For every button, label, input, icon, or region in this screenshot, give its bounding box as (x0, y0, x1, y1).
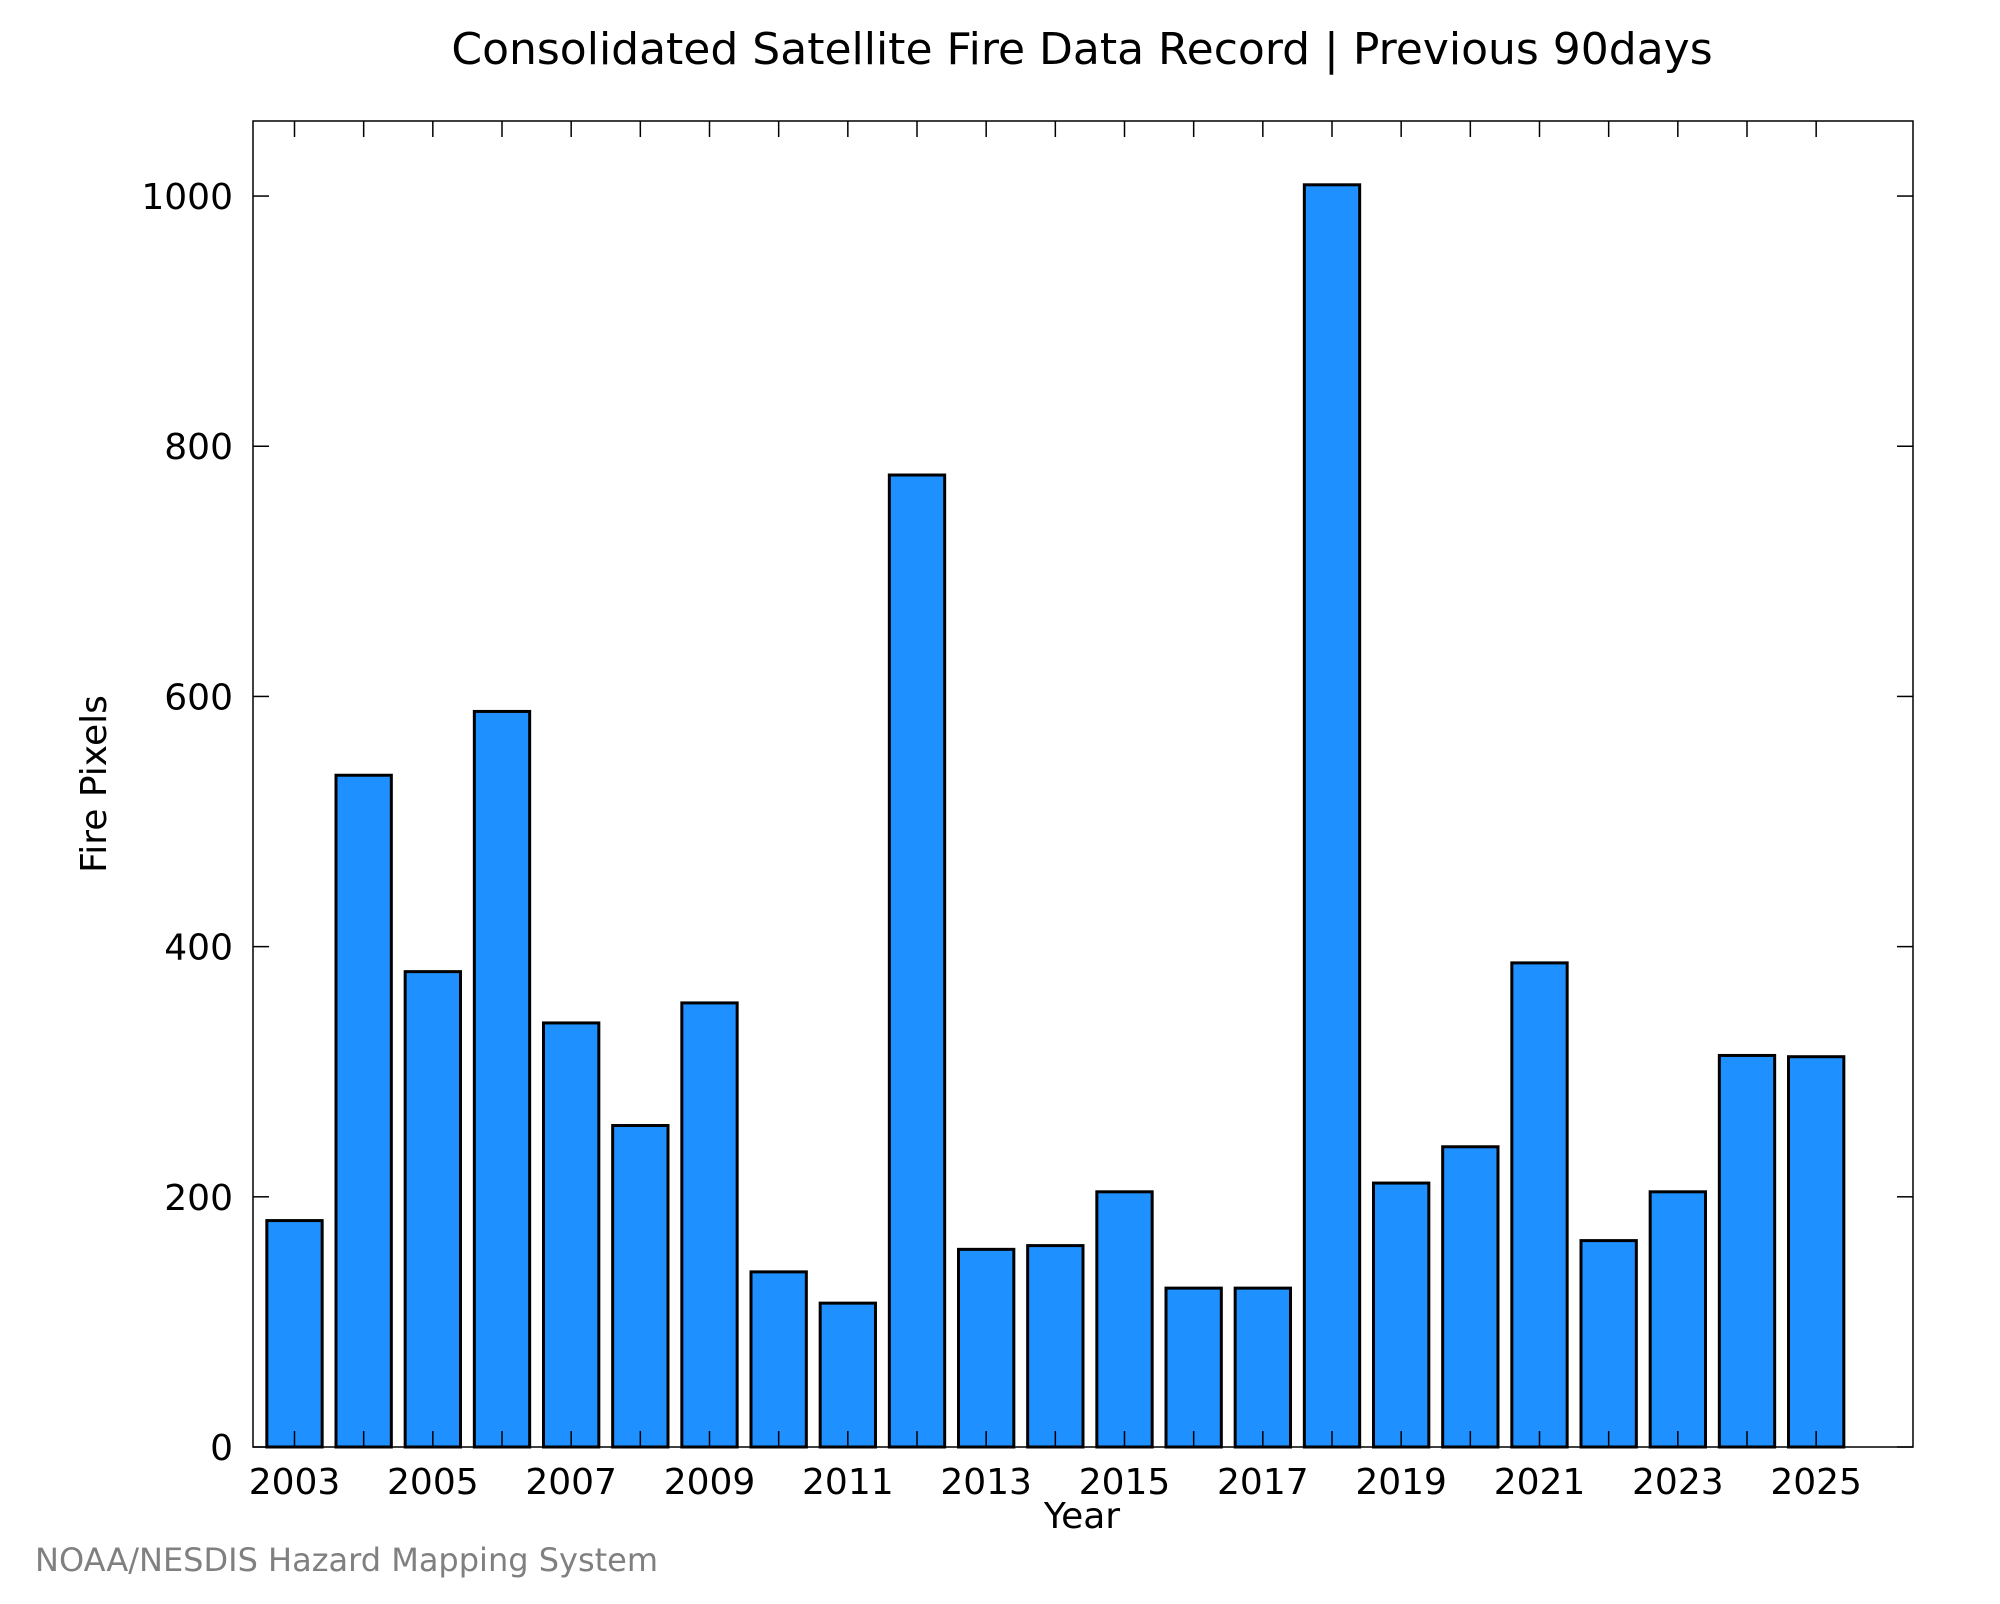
bar-2004 (334, 773, 393, 1449)
x-tick-label: 2011 (802, 1462, 894, 1503)
source-credit: NOAA/NESDIS Hazard Mapping System (35, 1541, 658, 1579)
x-tick-label: 2021 (1494, 1462, 1586, 1503)
x-tick-label: 2023 (1632, 1462, 1724, 1503)
bar-2014 (1026, 1244, 1085, 1449)
x-tick-label: 2005 (387, 1462, 479, 1503)
x-tick-label: 2013 (940, 1462, 1032, 1503)
bar-2009 (680, 1001, 739, 1449)
chart-title: Consolidated Satellite Fire Data Record … (451, 24, 1712, 75)
y-axis-label: Fire Pixels (74, 695, 115, 873)
bar-2020 (1441, 1145, 1500, 1449)
y-tick-label: 400 (164, 928, 233, 969)
bar-2025 (1787, 1055, 1846, 1449)
bar-2005 (403, 970, 462, 1449)
x-tick-label: 2015 (1079, 1462, 1171, 1503)
x-tick-label: 2025 (1770, 1462, 1862, 1503)
x-axis: 2003 2005 2007 2009 2011 2013 2015 2017 2019 2021… (249, 121, 1862, 1503)
x-axis-label: Year (1043, 1496, 1120, 1537)
bar-2018 (1302, 183, 1362, 1449)
bar-2016 (1164, 1286, 1223, 1449)
bar-2024 (1717, 1053, 1777, 1449)
x-tick-label: 2019 (1355, 1462, 1447, 1503)
bar-2008 (611, 1124, 670, 1449)
y-tick-label: 600 (164, 677, 233, 718)
y-axis: 0 200 400 600 800 1000 (141, 177, 1913, 1469)
bar-2017 (1233, 1286, 1292, 1449)
bar-2021 (1510, 961, 1569, 1449)
bar-2007 (542, 1021, 601, 1449)
x-tick-label: 2017 (1217, 1462, 1309, 1503)
bar-2022 (1579, 1239, 1638, 1449)
bar-2015 (1095, 1190, 1154, 1449)
bar-2011 (818, 1301, 878, 1449)
x-tick-label: 2009 (664, 1462, 756, 1503)
y-tick-label: 1000 (141, 177, 233, 218)
bar-2013 (957, 1247, 1016, 1449)
bar-2019 (1372, 1181, 1431, 1449)
bar-2003 (265, 1219, 324, 1449)
x-tick-label: 2003 (249, 1462, 341, 1503)
bar-2010 (749, 1270, 808, 1449)
bars-group (265, 183, 1846, 1449)
x-tick-label: 2007 (525, 1462, 617, 1503)
y-tick-label: 0 (210, 1428, 233, 1469)
y-tick-label: 800 (164, 427, 233, 468)
bar-2023 (1648, 1190, 1707, 1449)
bar-2012 (887, 473, 947, 1449)
bar-2006 (472, 709, 532, 1449)
y-tick-label: 200 (164, 1178, 233, 1219)
